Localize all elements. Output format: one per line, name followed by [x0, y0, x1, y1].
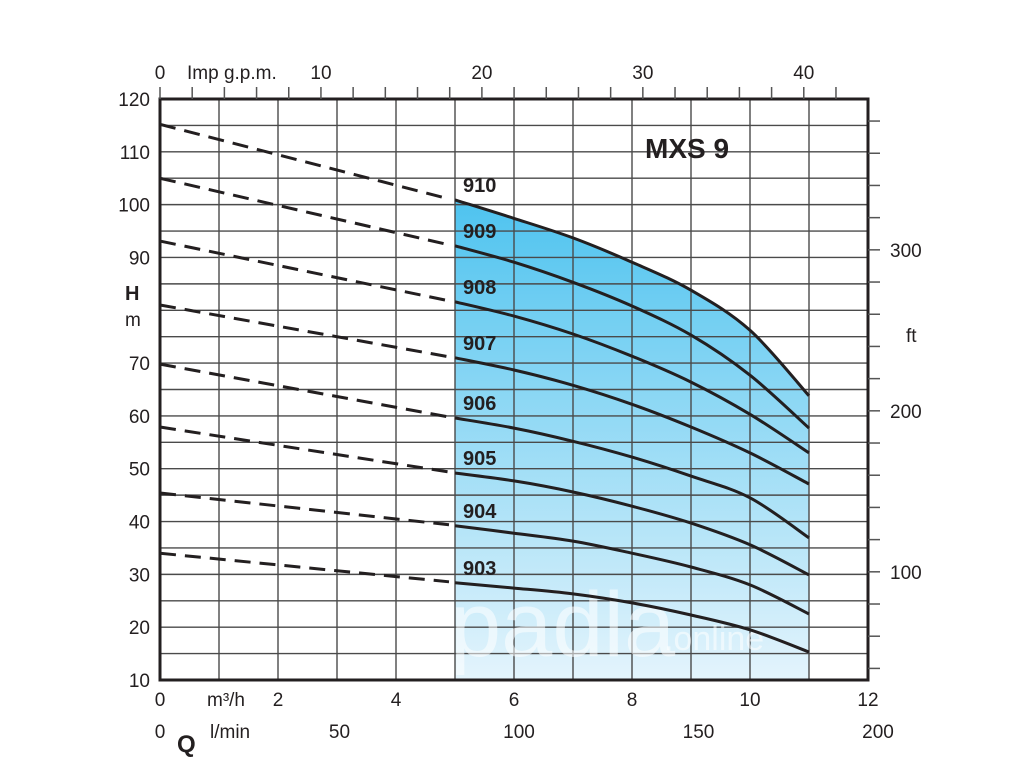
h-axis-symbol: H — [125, 283, 139, 305]
curve-905-extrapolated — [159, 425, 450, 474]
x-tick-label-m3h: 2 — [273, 690, 284, 711]
curve-label-905: 905 — [463, 448, 496, 470]
y-tick-label: 40 — [129, 513, 150, 534]
x-tick-label-m3h: 0 — [155, 690, 166, 711]
curve-910 — [454, 198, 811, 397]
y-tick-label: 120 — [118, 90, 150, 111]
curve-908-extrapolated — [159, 239, 450, 303]
y-tick-label: 110 — [120, 143, 150, 164]
y-tick-label: 10 — [129, 671, 150, 692]
x-tick-label-m3h: 6 — [509, 690, 520, 711]
y-tick-label: 70 — [129, 354, 150, 375]
curve-label-909: 909 — [463, 221, 496, 243]
ft-tick-label: 200 — [890, 402, 922, 423]
curve-label-906: 906 — [463, 393, 496, 415]
curve-907 — [454, 356, 810, 486]
x-tick-label-gpm: 10 — [310, 63, 331, 84]
curve-904 — [454, 524, 810, 616]
curve-907-extrapolated — [159, 303, 450, 359]
lmin-axis-unit: l/min — [210, 722, 250, 743]
y-tick-label: 30 — [129, 565, 150, 586]
x-tick-label-gpm: 20 — [471, 63, 492, 84]
curve-label-910: 910 — [463, 175, 496, 197]
x-tick-label-gpm: 0 — [155, 63, 166, 84]
curve-903-extrapolated — [159, 551, 450, 584]
curve-label-903: 903 — [463, 558, 496, 580]
x-tick-label-lmin: 150 — [683, 722, 715, 743]
curve-908 — [454, 300, 810, 455]
y-tick-label: 90 — [129, 248, 150, 269]
x-tick-label-lmin: 100 — [503, 722, 535, 743]
curve-903 — [454, 581, 810, 654]
m3h-axis-unit: m³/h — [207, 690, 245, 711]
curves: 910 909 908 907 906 905 904 903 — [159, 122, 811, 654]
x-tick-label-lmin: 0 — [155, 722, 166, 743]
x-tick-label-lmin: 50 — [329, 722, 350, 743]
curve-904-extrapolated — [159, 491, 450, 527]
x-tick-label-gpm: 40 — [793, 63, 814, 84]
ft-tick-label: 300 — [890, 241, 922, 262]
ft-tick-label: 100 — [890, 563, 922, 584]
curve-906-extrapolated — [159, 362, 450, 419]
curve-905 — [454, 471, 810, 577]
x-tick-label-m3h: 12 — [857, 690, 878, 711]
curve-906 — [454, 416, 810, 540]
curve-label-908: 908 — [463, 277, 496, 299]
gpm-axis-unit: Imp g.p.m. — [187, 63, 277, 84]
y-tick-label: 100 — [118, 196, 150, 217]
curve-label-904: 904 — [463, 501, 497, 523]
x-tick-label-m3h: 8 — [627, 690, 638, 711]
watermark-text: padla — [450, 574, 676, 676]
y-tick-label: 60 — [129, 407, 150, 428]
watermark: padla .online — [450, 574, 764, 676]
axes — [158, 87, 880, 682]
curve-910-extrapolated — [159, 122, 450, 201]
curve-label-907: 907 — [463, 333, 496, 355]
h-axis-unit: m — [125, 310, 141, 331]
x-tick-label-gpm: 30 — [632, 63, 653, 84]
chart-title: MXS 9 — [645, 133, 729, 164]
curve-909 — [454, 244, 811, 430]
y-tick-label: 20 — [129, 618, 150, 639]
grid — [160, 99, 868, 680]
x-tick-label-m3h: 4 — [391, 690, 402, 711]
x-tick-label-m3h: 10 — [739, 690, 760, 711]
ft-axis-unit: ft — [906, 326, 917, 347]
q-axis-symbol: Q — [177, 731, 196, 758]
watermark-suffix: .online — [664, 620, 764, 658]
y-tick-label: 50 — [129, 460, 150, 481]
x-tick-label-lmin: 200 — [862, 722, 894, 743]
